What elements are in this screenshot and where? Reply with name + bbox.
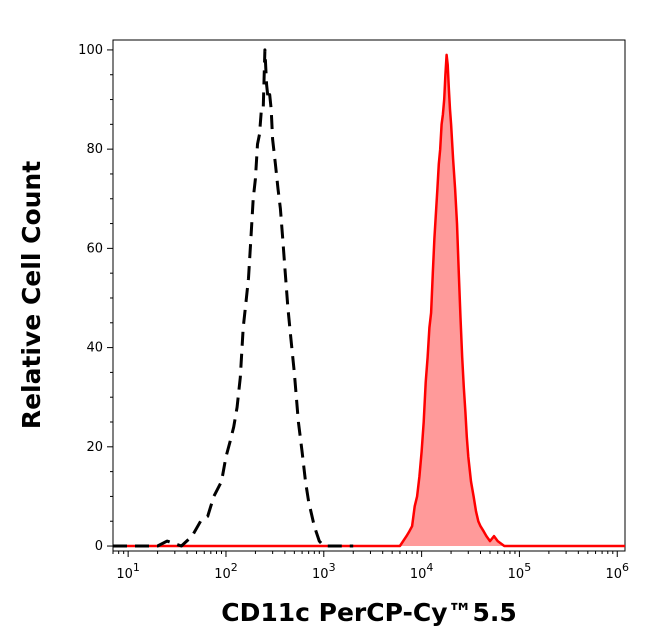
x-tick-label: 105: [508, 561, 532, 582]
series-1-area: [113, 54, 625, 547]
series-1-line: [113, 53, 625, 548]
x-axis-ticks: 101 102 103 104 105 106: [112, 551, 629, 582]
y-tick-label: 20: [86, 440, 103, 455]
y-tick-label: 80: [86, 142, 103, 157]
series-layer: [113, 48, 625, 548]
series-0-line: [113, 48, 354, 548]
y-tick-label: 0: [95, 539, 103, 554]
x-tick-label: 104: [410, 561, 434, 582]
y-tick-label: 100: [78, 43, 103, 58]
y-axis-title: Relative Cell Count: [17, 161, 46, 429]
y-tick-label: 40: [86, 341, 103, 356]
x-tick-label: 103: [312, 561, 336, 582]
y-tick-label: 60: [86, 241, 103, 256]
y-axis-ticks: 0 20 40 60 80 100: [78, 43, 113, 554]
x-axis-title: CD11c PerCP-Cy™5.5: [221, 598, 517, 627]
plot-frame: [112, 39, 626, 552]
x-tick-label: 106: [605, 561, 629, 582]
x-tick-label: 101: [116, 561, 140, 582]
x-tick-label: 102: [214, 561, 238, 582]
